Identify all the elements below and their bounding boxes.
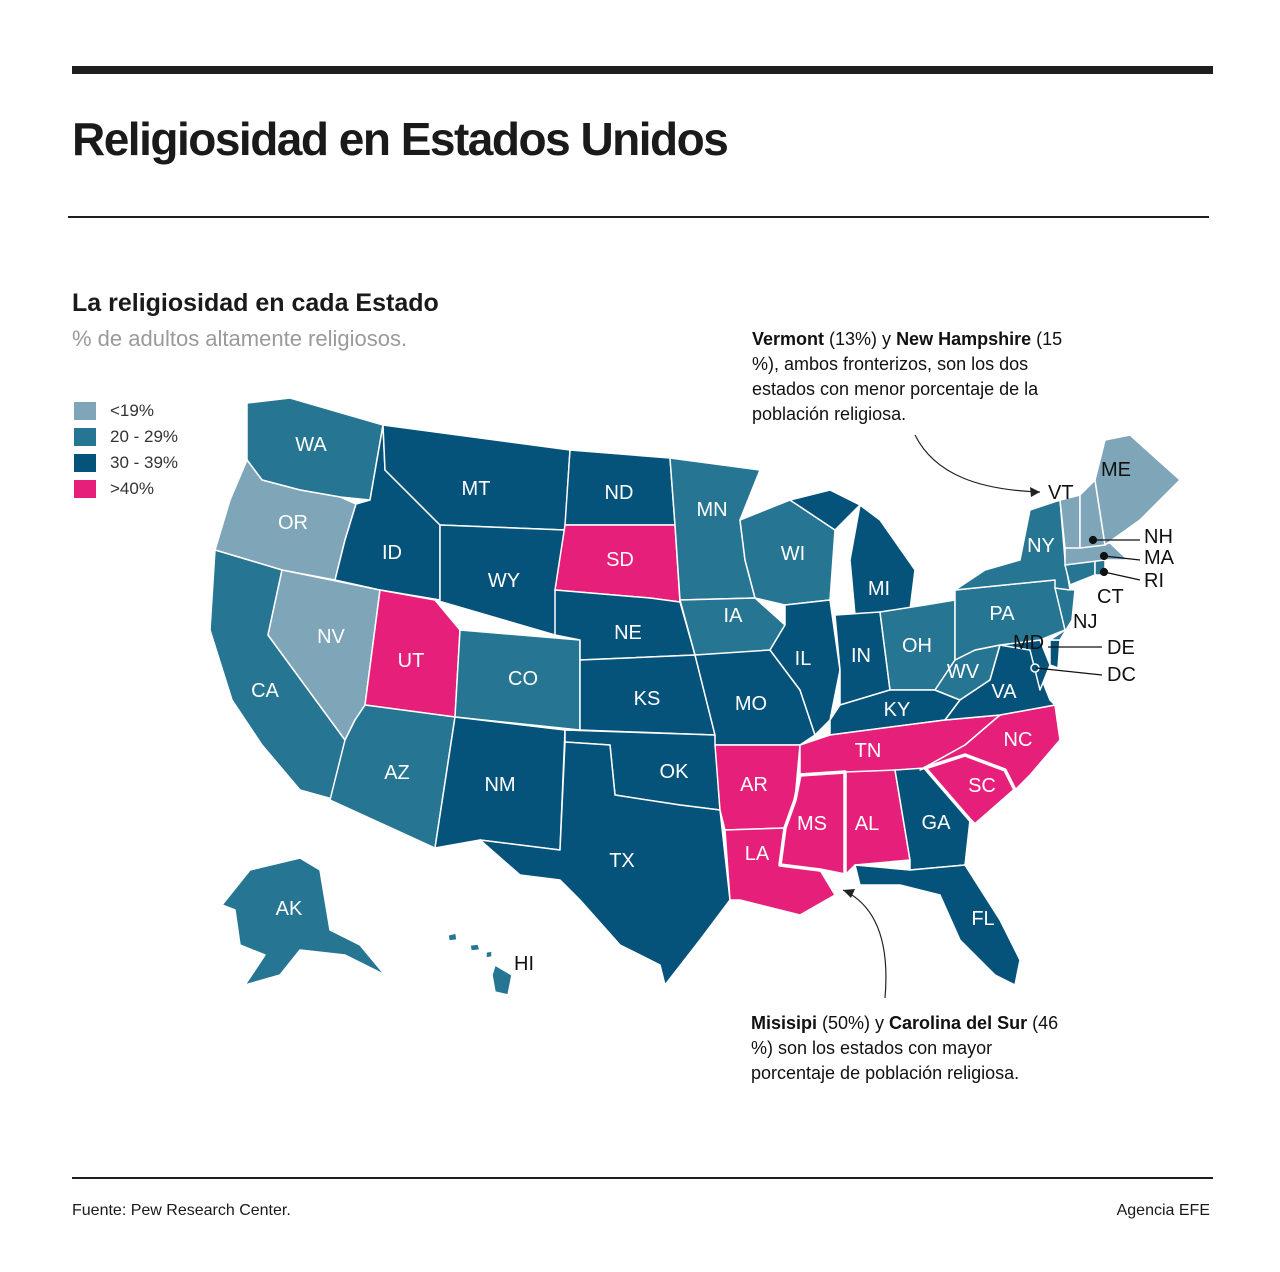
state-label-ny: NY <box>1027 535 1055 557</box>
footer-credit: Agencia EFE <box>1116 1202 1210 1219</box>
state-label-nc: NC <box>1004 729 1033 751</box>
state-tx <box>479 741 731 986</box>
legend-swatch <box>74 428 96 446</box>
state-label-oh: OH <box>902 635 932 657</box>
state-label-me: ME <box>1101 459 1131 481</box>
state-label-wv: WV <box>947 661 980 683</box>
state-label-ma: MA <box>1144 547 1175 569</box>
title-rule <box>68 216 1209 218</box>
state-label-vt: VT <box>1048 482 1074 504</box>
state-label-wi: WI <box>781 543 805 565</box>
state-label-wy: WY <box>488 570 520 592</box>
state-label-wa: WA <box>295 434 327 456</box>
state-label-mo: MO <box>735 693 767 715</box>
state-label-ri: RI <box>1144 570 1164 592</box>
state-il <box>769 599 841 736</box>
legend-item: >40% <box>74 476 178 502</box>
legend-item: <19% <box>74 398 178 424</box>
annotation-bottom: Misisipi (50%) y Carolina del Sur (46 %)… <box>751 1011 1061 1086</box>
state-label-md: MD <box>1013 632 1044 654</box>
legend-item: 20 - 29% <box>74 424 178 450</box>
state-label-ut: UT <box>398 650 425 672</box>
map-subtitle: La religiosidad en cada Estado <box>72 289 439 317</box>
state-label-sc: SC <box>968 775 996 797</box>
state-label-or: OR <box>278 512 308 534</box>
sc-highlight-outline <box>923 753 1017 827</box>
state-label-id: ID <box>382 542 402 564</box>
annotation-top-strong-2: New Hampshire <box>896 329 1032 349</box>
callout-leaders <box>1035 535 1141 676</box>
annotation-bottom-text-1: (50%) y <box>817 1013 890 1033</box>
state-label-ia: IA <box>724 605 744 627</box>
state-label-nd: ND <box>605 482 634 504</box>
legend-label: <19% <box>110 401 154 420</box>
ms-highlight-outline <box>778 770 847 877</box>
arrow-bottom-head <box>843 889 855 898</box>
state-me <box>1094 434 1181 546</box>
annotation-bottom-strong-1: Misisipi <box>751 1013 818 1033</box>
state-label-ms: MS <box>797 813 827 835</box>
state-label-tx: TX <box>609 850 635 872</box>
state-de <box>1049 639 1061 669</box>
footer-rule <box>72 1177 1213 1179</box>
legend: <19% 20 - 29% 30 - 39% >40% <box>74 398 178 502</box>
top-rule <box>72 66 1213 74</box>
state-ak <box>221 857 386 986</box>
legend-item: 30 - 39% <box>74 450 178 476</box>
state-label-ar: AR <box>740 774 768 796</box>
state-label-va: VA <box>991 681 1017 703</box>
annotation-top-text-2: (15 %), ambos fronterizos, son los dos e… <box>752 329 1063 424</box>
map-caption: % de adultos altamente religiosos. <box>72 326 408 351</box>
legend-label: 30 - 39% <box>110 453 179 472</box>
state-label-ks: KS <box>634 688 661 710</box>
state-label-mn: MN <box>696 499 727 521</box>
annotation-bottom-text-2: (46 %) son los estados con mayor porcent… <box>751 1013 1059 1083</box>
state-label-hi: HI <box>514 953 534 975</box>
legend-swatch <box>74 480 96 498</box>
state-label-az: AZ <box>384 762 410 784</box>
state-label-ca: CA <box>251 680 279 702</box>
footer-source: Fuente: Pew Research Center. <box>72 1202 291 1219</box>
state-label-il: IL <box>795 648 812 670</box>
state-label-pa: PA <box>989 603 1015 625</box>
state-wy <box>434 524 566 636</box>
state-label-nv: NV <box>317 626 345 648</box>
state-label-ky: KY <box>884 699 911 721</box>
state-label-ne: NE <box>614 622 642 644</box>
state-label-ok: OK <box>660 761 690 783</box>
arrow-bottom <box>842 889 887 999</box>
state-label-de: DE <box>1107 637 1135 659</box>
state-label-dc: DC <box>1107 664 1136 686</box>
state-label-nh: NH <box>1144 526 1173 548</box>
annotation-top: Vermont (13%) y New Hampshire (15 %), am… <box>752 327 1092 427</box>
state-label-nm: NM <box>484 774 515 796</box>
page-title: Religiosidad en Estados Unidos <box>72 113 729 165</box>
legend-swatch <box>74 454 96 472</box>
state-label-fl: FL <box>971 908 994 930</box>
annotation-top-text-1: (13%) y <box>824 329 897 349</box>
arrow-top <box>914 434 1041 493</box>
annotation-bottom-strong-2: Carolina del Sur <box>889 1013 1028 1033</box>
legend-swatch <box>74 402 96 420</box>
state-label-tn: TN <box>855 740 882 762</box>
state-label-sd: SD <box>606 549 634 571</box>
arrow-top-head <box>1030 487 1040 497</box>
state-label-mt: MT <box>462 478 491 500</box>
annotation-top-strong-1: Vermont <box>752 329 825 349</box>
state-hi <box>447 932 513 996</box>
state-label-mi: MI <box>868 578 890 600</box>
state-label-ga: GA <box>922 812 952 834</box>
state-fl <box>854 864 1021 986</box>
state-label-al: AL <box>855 813 879 835</box>
state-label-ak: AK <box>276 898 303 920</box>
state-label-ct: CT <box>1097 586 1124 608</box>
state-label-la: LA <box>745 843 770 865</box>
state-label-nj: NJ <box>1073 611 1097 633</box>
state-label-in: IN <box>851 645 871 667</box>
legend-label: >40% <box>110 479 154 498</box>
legend-label: 20 - 29% <box>110 427 179 446</box>
state-label-co: CO <box>508 668 538 690</box>
state-nj <box>1049 587 1076 641</box>
